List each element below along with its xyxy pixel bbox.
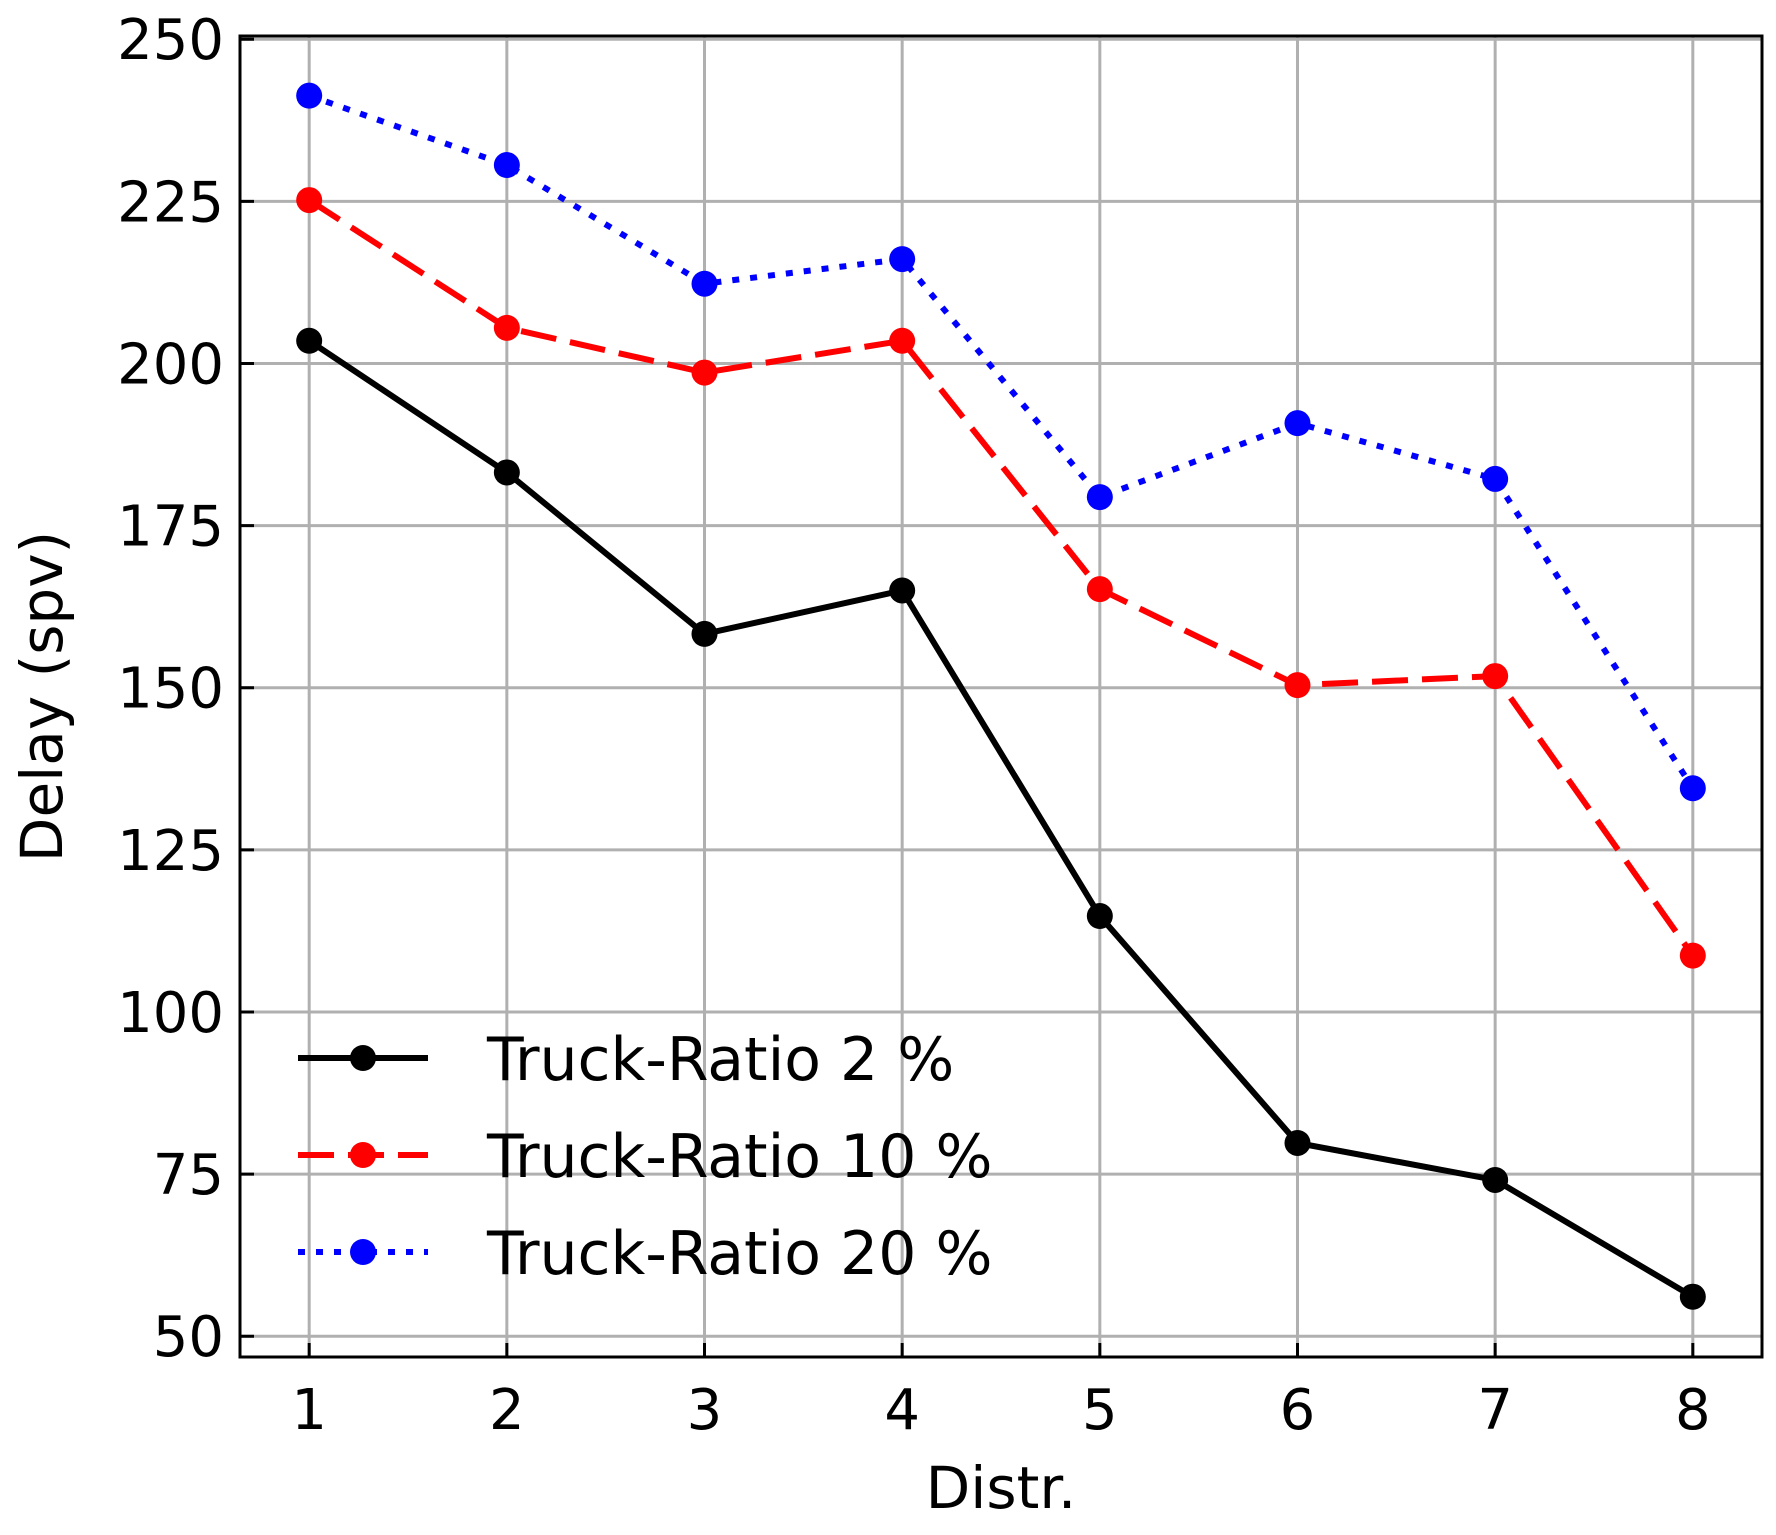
legend: Truck-Ratio 2 % Truck-Ratio 10 % Truck-Rat… — [298, 1025, 992, 1289]
data-point — [691, 620, 718, 647]
y-tick-label: 125 — [117, 819, 224, 884]
y-axis-label: Delay (spv) — [8, 531, 76, 862]
data-point — [889, 246, 916, 273]
data-point — [296, 327, 323, 354]
data-point — [1679, 775, 1706, 802]
data-point — [1284, 672, 1311, 699]
data-point — [1679, 1283, 1706, 1310]
series-line — [307, 197, 1696, 958]
data-point — [1482, 1166, 1509, 1193]
y-tick-label: 100 — [117, 981, 224, 1046]
series-line — [307, 338, 1695, 1300]
x-tick-label: 7 — [1477, 1378, 1513, 1443]
data-point — [493, 314, 520, 341]
x-tick-label: 3 — [687, 1378, 723, 1443]
data-point — [493, 459, 520, 486]
data-point — [1679, 942, 1706, 969]
legend-label: Truck-Ratio 20 % — [486, 1219, 992, 1289]
legend-marker — [350, 1142, 376, 1168]
data-point — [296, 187, 323, 214]
x-tick-label: 5 — [1082, 1378, 1118, 1443]
y-tick-label: 75 — [153, 1143, 224, 1208]
series-1 — [296, 327, 1706, 1310]
data-point — [1086, 484, 1113, 511]
legend-marker — [350, 1239, 376, 1265]
legend-label: Truck-Ratio 2 % — [486, 1025, 954, 1095]
y-tick-label: 225 — [117, 170, 224, 235]
y-tick-label: 200 — [117, 332, 224, 397]
series-line — [308, 92, 1696, 790]
legend-marker — [350, 1045, 376, 1071]
x-tick-label: 1 — [291, 1378, 327, 1443]
series-layer — [296, 82, 1706, 1310]
x-tick-label: 4 — [884, 1378, 920, 1443]
ticks — [240, 37, 1695, 1357]
tick-labels: 1 2 3 4 5 6 7 8 50 75 100 125 150 175 200 225 250 — [117, 8, 1711, 1443]
y-tick-label: 175 — [117, 495, 224, 560]
data-point — [1086, 576, 1113, 603]
x-tick-label: 2 — [489, 1378, 525, 1443]
data-point — [691, 270, 718, 297]
x-axis-label: Distr. — [926, 1454, 1077, 1522]
legend-item: Truck-Ratio 10 % — [298, 1122, 992, 1192]
data-point — [1482, 663, 1509, 690]
series-2 — [296, 187, 1706, 969]
data-point — [296, 82, 323, 109]
data-point — [1086, 903, 1113, 930]
plot-frame — [238, 34, 1764, 1359]
data-point — [889, 327, 916, 354]
x-tick-label: 8 — [1675, 1378, 1711, 1443]
data-point — [1284, 410, 1311, 437]
series-3 — [296, 82, 1706, 802]
x-tick-label: 6 — [1280, 1378, 1316, 1443]
legend-item: Truck-Ratio 20 % — [298, 1219, 992, 1289]
data-point — [493, 152, 520, 179]
data-point — [889, 577, 916, 604]
data-point — [1284, 1129, 1311, 1156]
y-tick-label: 250 — [117, 8, 224, 73]
data-point — [1482, 465, 1509, 492]
data-point — [691, 359, 718, 386]
y-tick-label: 50 — [153, 1305, 224, 1370]
grid — [240, 36, 1762, 1357]
legend-item: Truck-Ratio 2 % — [298, 1025, 954, 1095]
legend-label: Truck-Ratio 10 % — [486, 1122, 992, 1192]
y-tick-label: 150 — [117, 657, 224, 722]
